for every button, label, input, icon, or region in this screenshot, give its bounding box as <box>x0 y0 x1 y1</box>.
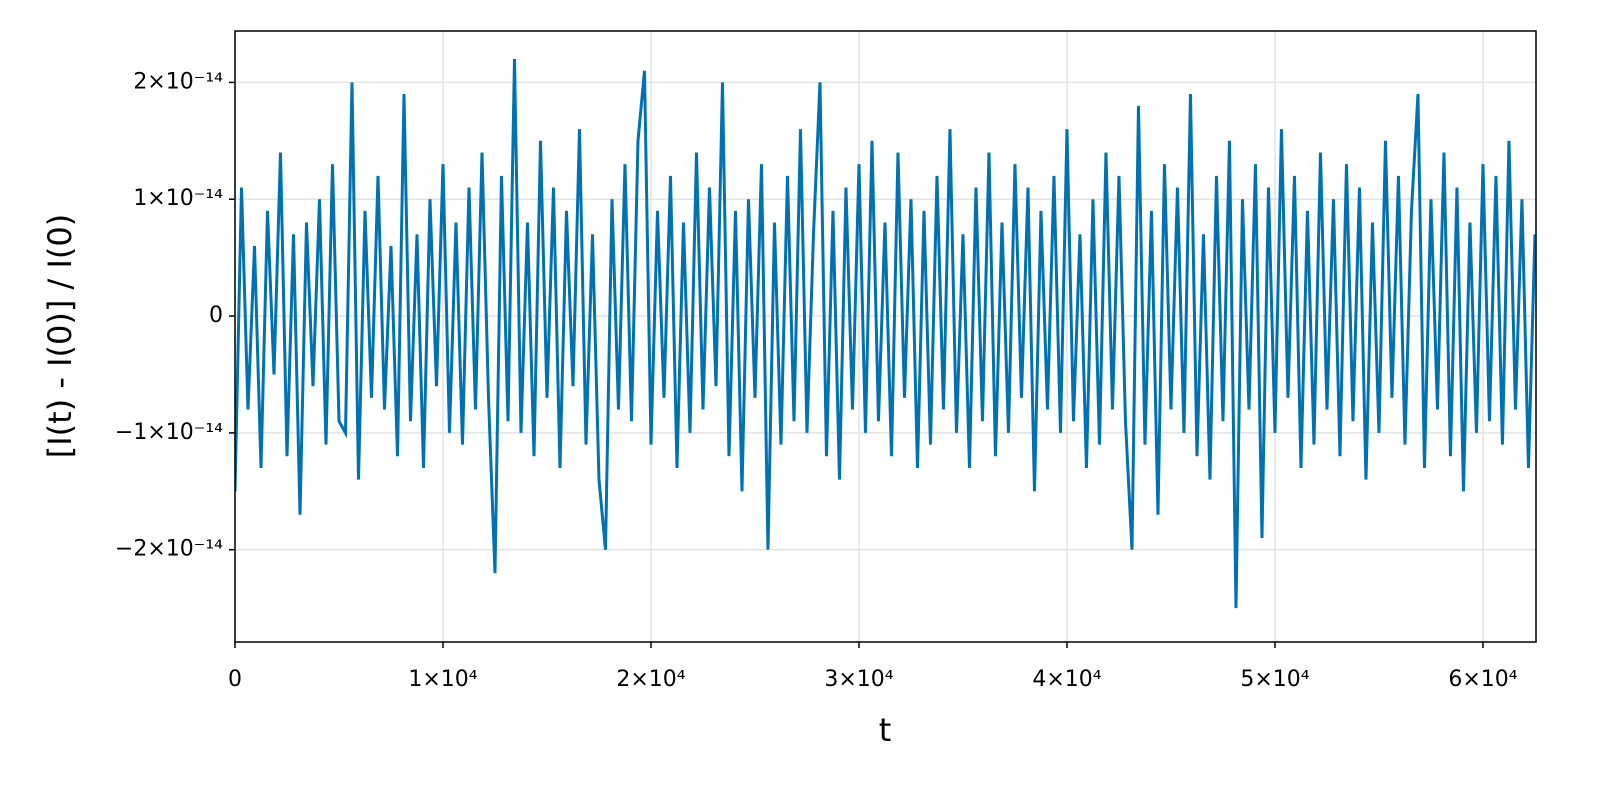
x-tick-label: 3×10⁴ <box>824 667 893 692</box>
y-tick-label: −1×10⁻¹⁴ <box>115 420 223 445</box>
y-tick-label: 1×10⁻¹⁴ <box>133 186 223 211</box>
x-tick-label: 0 <box>228 667 242 692</box>
y-tick-label: −2×10⁻¹⁴ <box>115 537 223 562</box>
x-tick-label: 5×10⁴ <box>1240 667 1309 692</box>
x-tick-label: 4×10⁴ <box>1032 667 1101 692</box>
y-tick-label: 2×10⁻¹⁴ <box>133 69 223 94</box>
y-axis-label: [I(t) - I(0)] / I(0) <box>41 214 79 458</box>
x-tick-label: 2×10⁴ <box>616 667 685 692</box>
x-tick-label: 1×10⁴ <box>408 667 477 692</box>
x-tick-label: 6×10⁴ <box>1448 667 1517 692</box>
data-line <box>235 59 1536 609</box>
y-tick-label: 0 <box>209 303 223 328</box>
plot-frame <box>234 30 1537 643</box>
x-axis-label: t <box>879 711 892 749</box>
